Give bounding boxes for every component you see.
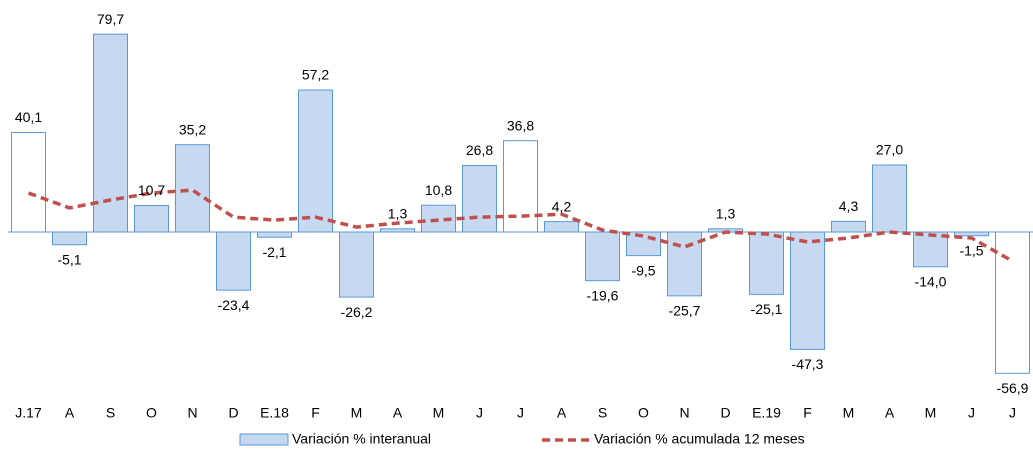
bar [175,144,210,233]
legend-label: Variación % interanual [292,431,431,447]
legend-label: Variación % acumulada 12 meses [594,431,805,447]
x-tick-label: A [393,405,403,421]
value-label: 10,8 [425,182,452,198]
value-label: -25,1 [751,301,783,317]
x-tick-label: M [351,405,363,421]
value-label: 26,8 [466,142,493,158]
value-label: 57,2 [302,67,329,83]
bar [913,231,948,268]
bar [954,231,989,237]
x-tick-label: E.18 [260,405,289,421]
value-label: 40,1 [15,109,42,125]
x-tick-label: A [557,405,567,421]
bar [134,204,169,233]
bar [667,231,702,297]
x-tick-label: M [433,405,445,421]
value-label: -23,4 [218,297,250,313]
bar [216,231,251,291]
x-tick-label: F [803,405,812,421]
x-tick-label: E.19 [752,405,781,421]
value-label: -9,5 [631,262,655,278]
x-tick-label: O [146,405,157,421]
x-tick-label: N [679,405,689,421]
bar [462,164,497,233]
x-tick-label: O [638,405,649,421]
legend-swatch [239,433,289,446]
value-label: -47,3 [792,356,824,372]
x-tick-label: S [598,405,607,421]
x-tick-label: D [720,405,730,421]
bar [503,140,538,233]
value-label: 4,2 [552,198,572,214]
x-tick-label: S [106,405,115,421]
value-label: 79,7 [97,11,124,27]
bar [52,231,87,246]
value-label: -19,6 [587,287,619,303]
value-label: -5,1 [57,251,81,267]
x-tick-label: D [228,405,238,421]
value-label: -1,5 [959,242,983,258]
bar [11,131,46,233]
bar [831,220,866,233]
value-label: 1,3 [716,206,736,222]
value-label: -56,9 [997,380,1029,396]
bar [790,231,825,350]
x-tick-label: F [311,405,320,421]
bar [995,231,1030,374]
x-tick-label: N [187,405,197,421]
value-label: -26,2 [341,304,373,320]
bar [93,33,128,233]
value-label: -2,1 [262,244,286,260]
value-label: -14,0 [915,273,947,289]
bar [626,231,661,257]
value-label: -25,7 [669,303,701,319]
bar [339,231,374,298]
bar [257,231,292,238]
bar [872,164,907,233]
value-label: 10,7 [138,182,165,198]
x-tick-label: M [925,405,937,421]
value-label: 35,2 [179,121,206,137]
bar [544,221,579,233]
x-tick-label: J [517,405,524,421]
bar [585,231,620,282]
value-label: 4,3 [839,198,859,214]
value-label: 1,3 [388,206,408,222]
value-label: 27,0 [876,142,903,158]
x-tick-label: J [968,405,975,421]
x-tick-label: J.17 [15,405,42,421]
x-tick-label: J [1009,405,1016,421]
bar [749,231,784,295]
value-label: 36,8 [507,117,534,133]
x-tick-label: A [65,405,75,421]
x-tick-label: J [476,405,483,421]
bar [298,89,333,233]
x-tick-label: M [843,405,855,421]
x-tick-label: A [885,405,895,421]
